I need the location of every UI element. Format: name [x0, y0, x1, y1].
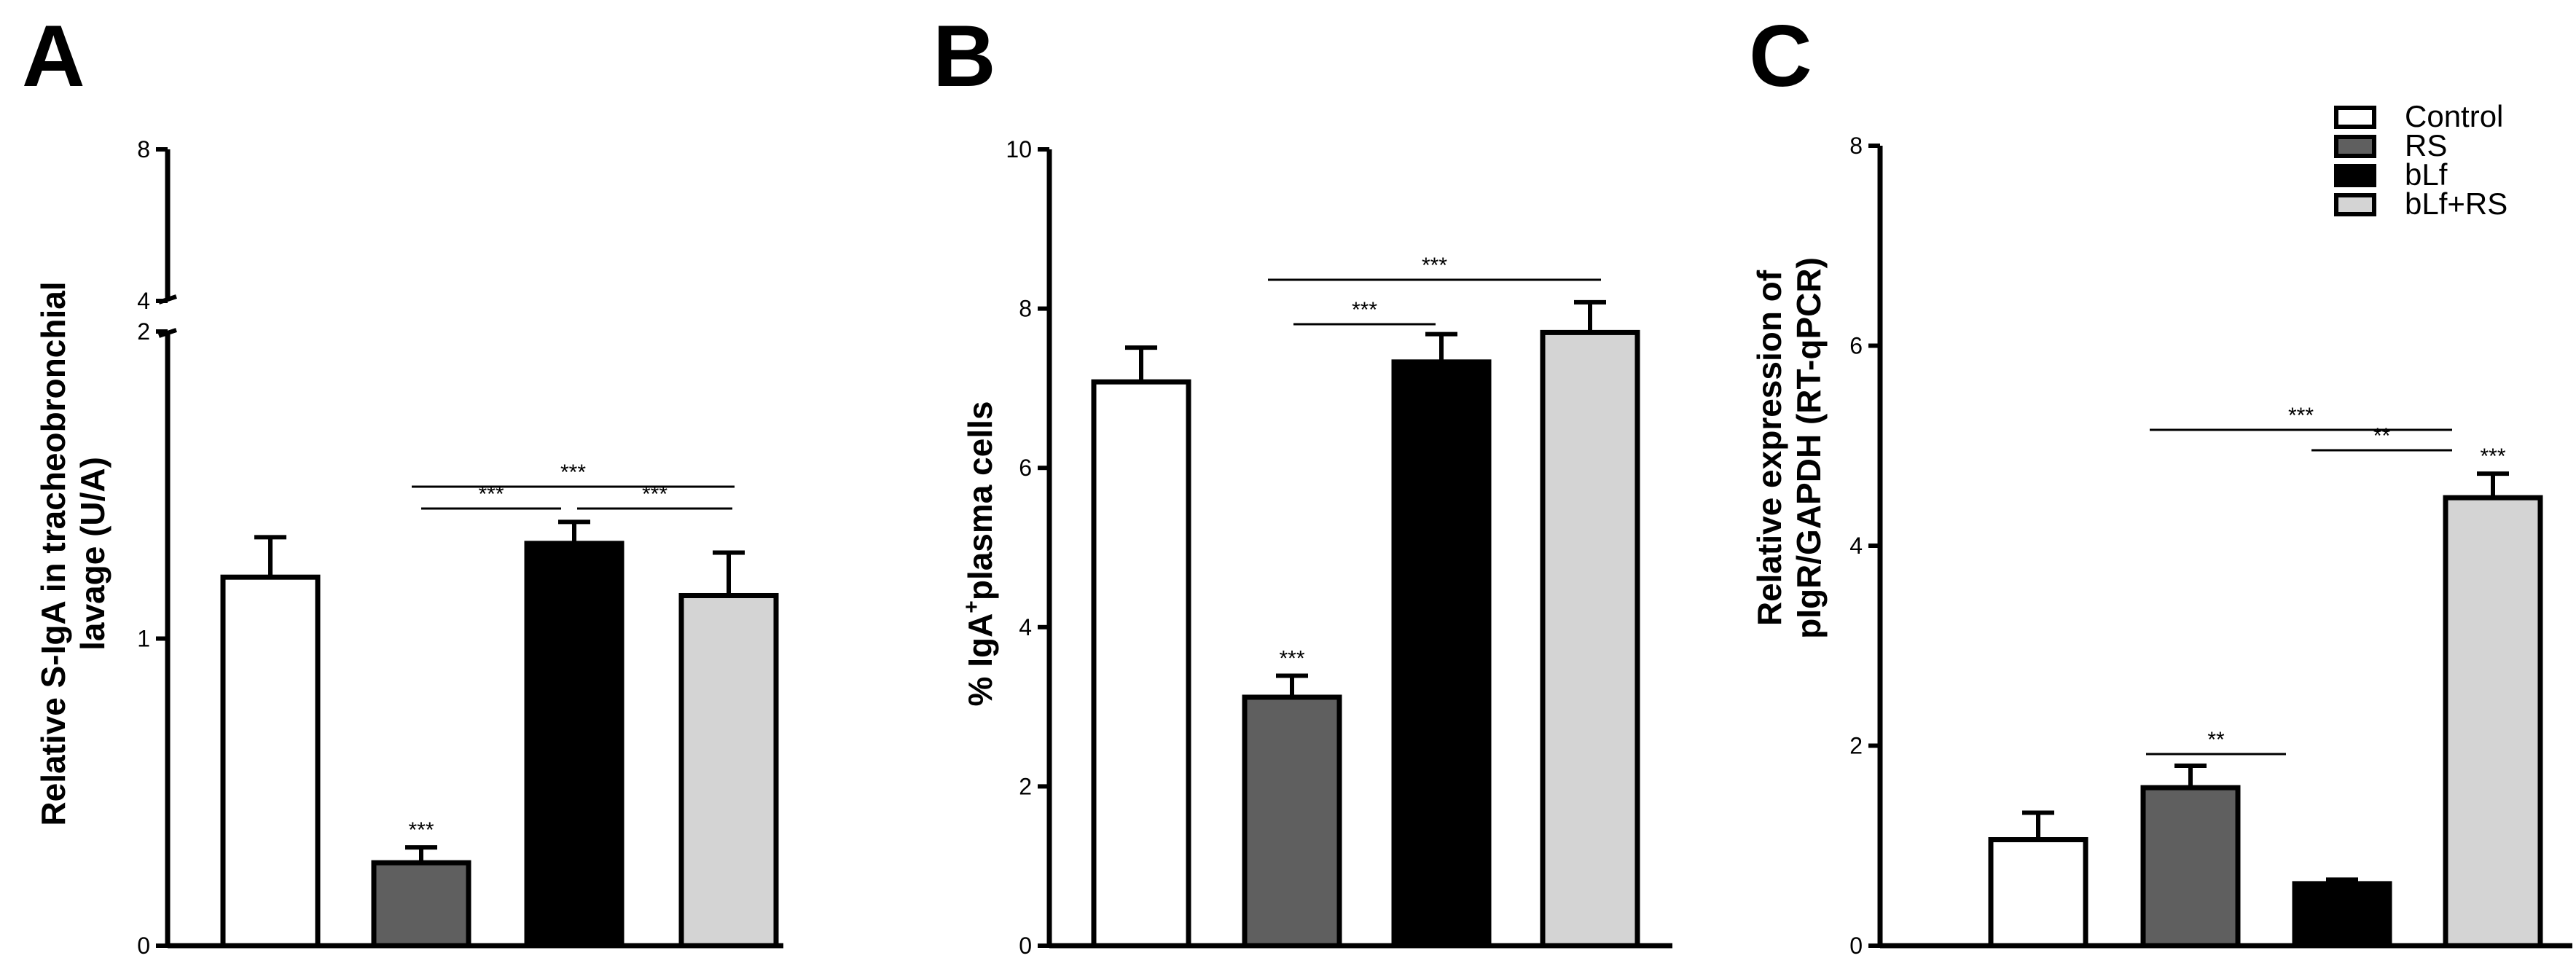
comparison-label: ***	[642, 482, 668, 506]
comparison-label: **	[2373, 424, 2391, 448]
bar-rs	[371, 860, 471, 949]
panel-c-letter: C	[1749, 7, 1812, 105]
significance-label: ***	[2480, 444, 2505, 468]
panel-b-letter: B	[933, 7, 996, 105]
y-tick-label: 4	[1019, 614, 1032, 640]
legend-label: RS	[2405, 128, 2447, 162]
y-axis-title-part: % IgA	[961, 613, 999, 707]
y-tick-label: 2	[1849, 733, 1863, 759]
y-tick-label: 4	[137, 288, 150, 314]
bar-rs	[2140, 785, 2241, 949]
bar-blf-rs	[2443, 495, 2543, 949]
legend-label: bLf+RS	[2405, 187, 2508, 221]
y-axis-title-superscript: +	[960, 600, 984, 613]
y-tick-label: 8	[1019, 296, 1032, 322]
legend-swatch-control	[2334, 106, 2376, 129]
legend-swatch-blf	[2334, 164, 2376, 187]
y-axis-title-line: Relative expression of	[1750, 270, 1788, 626]
bar-blf	[524, 541, 625, 949]
legend-swatch-blf-rs	[2334, 193, 2376, 216]
comparison-label: ***	[2288, 404, 2314, 428]
y-tick-label: 2	[1019, 773, 1032, 799]
y-axis-title-part: plasma cells	[961, 401, 999, 601]
y-axis-title-line: pIgR/GAPDH (RT-qPCR)	[1790, 257, 1828, 639]
bar-control	[1091, 379, 1191, 949]
bar-rs	[1242, 694, 1342, 949]
y-axis-title-line: lavage (U/A)	[74, 457, 111, 651]
y-tick-label: 8	[1849, 133, 1863, 159]
y-tick-label: 2	[137, 318, 150, 345]
bar-control	[1988, 837, 2088, 949]
comparison-label: ***	[560, 460, 586, 484]
panel-c-chart: 0 2 4 6 8 Relative expression of pIgR/GAPDH (R…	[1750, 133, 2572, 959]
comparison-label: ***	[478, 482, 504, 506]
y-axis-title-text: % IgA+plasma cells	[960, 401, 999, 707]
y-tick-label: 4	[1849, 533, 1863, 559]
bar-control	[220, 574, 321, 949]
bar-blf-rs	[1540, 329, 1640, 949]
legend-label: bLf	[2405, 157, 2448, 192]
y-tick-label: 10	[1006, 136, 1032, 162]
legend-label: Control	[2405, 99, 2503, 133]
y-tick-label: 0	[1019, 933, 1032, 959]
y-tick-label: 0	[137, 933, 150, 959]
bar-blf-rs	[678, 592, 779, 949]
y-tick-label: 0	[1849, 933, 1863, 959]
significance-label: ***	[1279, 646, 1304, 670]
panel-a-letter: A	[22, 7, 85, 105]
significance-label: ***	[408, 818, 434, 842]
comparison-label: **	[2207, 728, 2225, 752]
y-axis-title-line: Relative S-IgA in tracheobronchial	[34, 281, 72, 825]
panel-a-chart: 0 1 2 4 8 Relative S-IgA in tracheobronchial l…	[34, 136, 783, 959]
y-axis-title: Relative expression of pIgR/GAPDH (RT-qPC…	[1750, 257, 1828, 639]
y-axis-title: % IgA+plasma cells	[960, 401, 999, 707]
y-axis-title: Relative S-IgA in tracheobronchial lavage…	[34, 281, 111, 825]
y-tick-label: 8	[137, 136, 150, 162]
y-tick-label: 6	[1849, 333, 1863, 359]
comparison-label: ***	[1352, 298, 1377, 322]
comparison-label: ***	[1422, 254, 1447, 278]
panel-b-chart: 0 2 4 6 8 10 % IgA+plasma cells *** *** ***	[960, 136, 1672, 959]
bar-blf	[1391, 359, 1492, 949]
legend-swatch-rs	[2334, 135, 2376, 158]
y-tick-label: 6	[1019, 455, 1032, 481]
bar-blf	[2292, 881, 2392, 949]
y-tick-label: 1	[137, 626, 150, 652]
